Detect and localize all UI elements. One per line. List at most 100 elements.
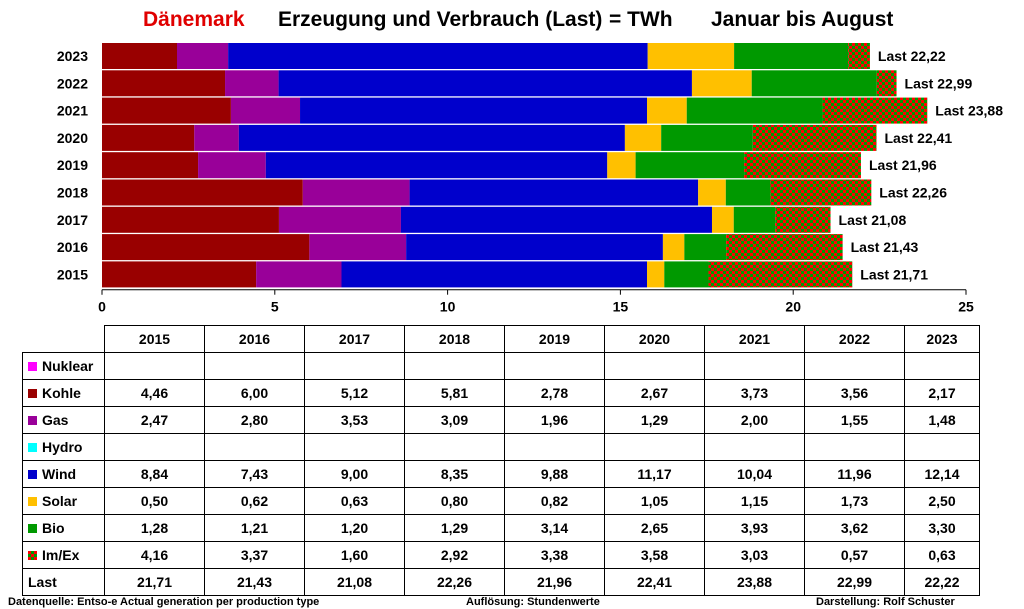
table-cell: 3,37 (204, 541, 305, 569)
x-tick-label: 20 (785, 299, 801, 315)
table-cell: 2,50 (904, 487, 980, 515)
chart-title: Dänemark Erzeugung und Verbrauch (Last) … (0, 8, 1024, 38)
table-cell: 10,04 (704, 460, 805, 488)
table-row: Bio 1,28 1,21 1,20 1,29 3,14 2,65 3,93 3,62 3,30 (22, 514, 980, 542)
table-cell: 0,63 (304, 487, 405, 515)
row-label-cell: Last (22, 568, 105, 596)
table-cell (604, 352, 705, 380)
table-cell (304, 352, 405, 380)
table-cell (804, 352, 905, 380)
bar-segment (822, 97, 928, 124)
row-label-cell: Nuklear (22, 352, 105, 380)
table-row: Hydro (22, 433, 980, 461)
bar-segment (225, 70, 279, 97)
table-cell: 2,65 (604, 514, 705, 542)
table-header-year: 2016 (204, 325, 305, 353)
table-cell (204, 352, 305, 380)
table-header-row: 2015 2016 2017 2018 2019 2020 2021 2022 … (22, 325, 980, 353)
bar-segment (102, 261, 257, 288)
bar-segment (751, 70, 877, 97)
bar-segment (647, 97, 687, 124)
table-header-year: 2020 (604, 325, 705, 353)
table-header-year: 2021 (704, 325, 805, 353)
table-row: Gas 2,47 2,80 3,53 3,09 1,96 1,29 2,00 1,55 1,48 (22, 406, 980, 434)
table-cell: 21,08 (304, 568, 405, 596)
table-cell: 22,99 (804, 568, 905, 596)
bar-segment (664, 261, 709, 288)
row-label-cell: Gas (22, 406, 105, 434)
bar-segment (647, 43, 735, 69)
bar-segment (744, 152, 861, 179)
table-row: Wind 8,84 7,43 9,00 8,35 9,88 11,17 10,04 11,96 1… (22, 460, 980, 488)
table-cell: 1,29 (404, 514, 505, 542)
bar-annotation: Last 21,71 (860, 266, 928, 282)
table-cell: 0,82 (504, 487, 605, 515)
bar-chart: 2023 Last 22,22 2022 Last 22,99 2021 Last 23,… (57, 43, 1003, 315)
legend-swatch (28, 524, 37, 533)
bar-segment (265, 152, 608, 179)
row-label: Bio (42, 520, 65, 536)
bar-segment (698, 179, 726, 206)
table-row: Im/Ex 4,16 3,37 1,60 2,92 3,38 3,58 3,03 0,57 0,6… (22, 541, 980, 569)
legend-swatch (28, 470, 37, 479)
bar-segment (409, 179, 699, 206)
bar-segment (228, 43, 648, 69)
x-tick-label: 15 (613, 299, 629, 315)
table-header-year: 2023 (904, 325, 980, 353)
legend-swatch (28, 497, 37, 506)
table-header-year: 2019 (504, 325, 605, 353)
bar-segment (647, 261, 665, 288)
table-header-year: 2022 (804, 325, 905, 353)
row-label: Gas (42, 412, 69, 428)
bar-segment (194, 124, 239, 151)
table-cell: 2,47 (104, 406, 205, 434)
table-cell: 1,55 (804, 406, 905, 434)
legend-swatch (28, 389, 37, 398)
bar-segment (635, 152, 745, 179)
row-label-cell: Bio (22, 514, 105, 542)
table-cell: 1,48 (904, 406, 980, 434)
table-cell: 12,14 (904, 460, 980, 488)
table-cell: 4,46 (104, 379, 205, 407)
table-cell: 1,15 (704, 487, 805, 515)
row-label: Kohle (42, 385, 81, 401)
bar-segment (309, 234, 407, 261)
table-cell: 9,88 (504, 460, 605, 488)
table-cell (904, 352, 980, 380)
table-cell: 3,62 (804, 514, 905, 542)
row-label: Solar (42, 493, 78, 509)
table-cell: 2,67 (604, 379, 705, 407)
bar-segment (300, 97, 648, 124)
table-row: Solar 0,50 0,62 0,63 0,80 0,82 1,05 1,15 1,73 2,5… (22, 487, 980, 515)
table-cell: 2,92 (404, 541, 505, 569)
category-label: 2015 (57, 266, 88, 282)
bar-segment (278, 70, 692, 97)
table-cell: 1,28 (104, 514, 205, 542)
table-cell: 1,21 (204, 514, 305, 542)
table-cell: 21,71 (104, 568, 205, 596)
bar-segment (775, 206, 831, 233)
table-cell: 1,29 (604, 406, 705, 434)
table-cell: 1,73 (804, 487, 905, 515)
table-cell: 8,84 (104, 460, 205, 488)
category-label: 2022 (57, 75, 88, 91)
table-cell (804, 433, 905, 461)
bar-annotation: Last 22,41 (884, 130, 952, 146)
table-cell: 0,62 (204, 487, 305, 515)
data-table: 2015 2016 2017 2018 2019 2020 2021 2022 … (22, 325, 980, 596)
category-label: 2019 (57, 157, 88, 173)
table-header-year: 2018 (404, 325, 505, 353)
table-cell: 4,16 (104, 541, 205, 569)
title-unit: = TWh (609, 8, 673, 31)
table-cell (404, 433, 505, 461)
title-period: Januar bis August (711, 8, 894, 31)
table-row: Last 21,71 21,43 21,08 22,26 21,96 22,41 23,88 2… (22, 568, 980, 596)
row-label: Last (28, 574, 57, 590)
table-cell: 9,00 (304, 460, 405, 488)
table-cell (104, 352, 205, 380)
table-cell: 3,30 (904, 514, 980, 542)
bar-segment (708, 261, 853, 288)
table-cell: 1,96 (504, 406, 605, 434)
table-cell: 2,17 (904, 379, 980, 407)
table-cell: 11,17 (604, 460, 705, 488)
